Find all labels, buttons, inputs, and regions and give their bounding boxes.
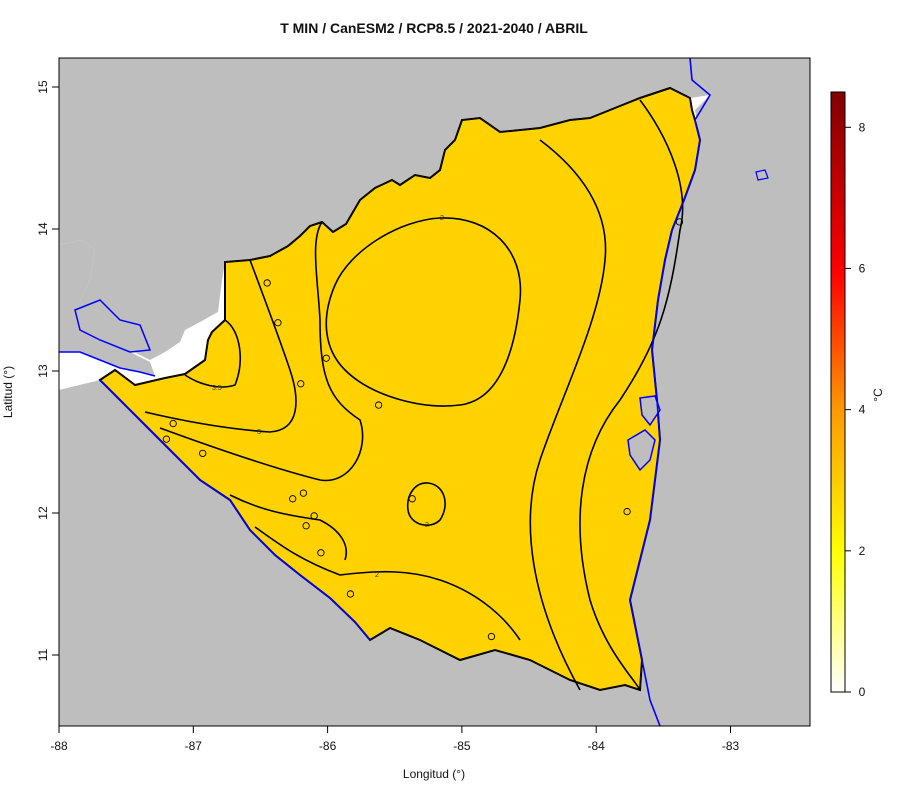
y-tick-label: 13 xyxy=(36,364,50,378)
contour-labels: 2 2 2 3 3.5 xyxy=(212,215,444,579)
station-marker xyxy=(169,419,177,428)
station-marker xyxy=(162,435,171,443)
y-tick-label: 12 xyxy=(36,506,50,520)
station-marker xyxy=(302,522,310,530)
x-tick-label: -88 xyxy=(50,739,68,753)
el-salvador-land xyxy=(59,240,155,376)
station-marker xyxy=(289,495,297,503)
station-marker xyxy=(322,354,330,362)
gulf-fonseca xyxy=(74,299,152,353)
islands xyxy=(755,169,769,181)
contour-3b xyxy=(159,221,364,482)
station-marker xyxy=(487,632,496,641)
map-panel: 2 2 2 3 3.5 xyxy=(59,58,810,726)
colorbar-tick-label: 0 xyxy=(859,685,866,699)
coastlines xyxy=(59,58,712,726)
y-tick-label: 15 xyxy=(36,80,50,94)
station-marker xyxy=(299,489,308,497)
pearl-lagoon xyxy=(627,429,656,472)
x-tick-label: -83 xyxy=(722,739,740,753)
pacific-honduras xyxy=(59,351,156,377)
x-tick-label: -87 xyxy=(185,739,203,753)
station-marker xyxy=(199,449,207,458)
x-tick-label: -85 xyxy=(453,739,471,753)
caribbean-coast xyxy=(629,58,712,726)
station-marker xyxy=(297,380,305,388)
y-tick-label: 14 xyxy=(36,222,50,236)
station-marker xyxy=(374,401,383,409)
contour-label: 2 xyxy=(425,522,429,529)
colorbar: 0 2 4 6 8 °C xyxy=(830,91,885,699)
contour-3.5 xyxy=(184,319,241,388)
y-axis: 11 12 13 14 15 xyxy=(36,80,60,661)
station-marker xyxy=(675,218,684,226)
contour-2-east xyxy=(529,139,607,691)
colorbar-label: °C xyxy=(871,388,885,402)
station-marker xyxy=(310,512,318,520)
lagoon-north xyxy=(639,395,661,427)
contour-2-small xyxy=(406,482,446,526)
contour-label: 2 xyxy=(375,572,379,579)
contour-3 xyxy=(144,259,297,433)
contour-2-west-south xyxy=(229,494,347,561)
colorbar-tick-label: 6 xyxy=(859,261,866,275)
costa-rica-land xyxy=(59,380,660,726)
contour-label: 3 xyxy=(257,429,261,436)
x-axis-label: Longitud (°) xyxy=(403,767,465,781)
x-tick-label: -84 xyxy=(588,739,606,753)
colorbar-tick-label: 2 xyxy=(859,544,866,558)
y-tick-label: 11 xyxy=(36,648,50,661)
contour-2-south xyxy=(254,526,521,641)
contour-2-center xyxy=(325,217,522,407)
station-marker xyxy=(346,590,355,598)
contour-2-east2 xyxy=(579,99,684,691)
contour-label: 2 xyxy=(440,215,444,222)
contours xyxy=(144,99,684,691)
honduras-land xyxy=(59,58,710,360)
contour-label: 3.5 xyxy=(212,385,222,392)
stations xyxy=(162,218,684,641)
x-axis: -88 -87 -86 -85 -84 -83 xyxy=(50,725,740,753)
station-marker xyxy=(408,495,416,503)
y-axis-label: Latitud (°) xyxy=(1,366,15,418)
colorbar-ramp xyxy=(830,91,846,693)
map-title: T MIN / CanESM2 / RCP8.5 / 2021-2040 / A… xyxy=(280,20,588,36)
colorbar-tick-label: 4 xyxy=(859,403,866,417)
station-marker xyxy=(317,549,325,557)
pacific-coast xyxy=(99,379,371,641)
colorbar-tick-label: 8 xyxy=(859,120,866,134)
x-tick-label: -86 xyxy=(319,739,337,753)
station-marker xyxy=(263,279,271,287)
station-marker xyxy=(623,507,631,516)
station-marker xyxy=(274,319,282,327)
